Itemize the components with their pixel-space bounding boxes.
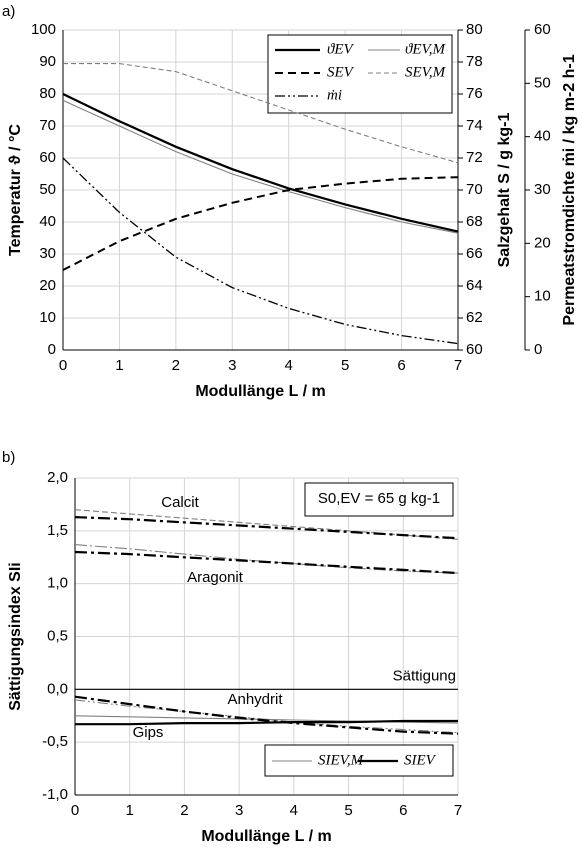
- x-tick-label: 1: [115, 357, 123, 374]
- x-tick-label: 4: [290, 802, 298, 819]
- y3-tick-label: 30: [534, 181, 551, 198]
- y-axis-title: Permeatstromdichte ṁi / kg m-2 h-1: [561, 54, 578, 325]
- reference-label: Sättigung: [393, 667, 456, 684]
- y-tick-label: 60: [39, 149, 56, 166]
- panel-label: a): [2, 3, 15, 20]
- y2-tick-label: 72: [466, 149, 483, 166]
- x-tick-label: 0: [59, 357, 67, 374]
- y2-tick-label: 78: [466, 53, 483, 70]
- y3-tick-label: 40: [534, 128, 551, 145]
- line-series: [62, 99, 459, 234]
- x-tick-label: 2: [172, 357, 180, 374]
- y2-tick-label: 66: [466, 245, 483, 262]
- y3-tick-label: 0: [534, 341, 542, 358]
- y3-tick-label: 20: [534, 234, 551, 251]
- legend-label: SEV,M: [405, 64, 447, 80]
- x-axis-title: Modullänge L / m: [195, 383, 325, 400]
- note: S0,EV = 65 g kg-1: [318, 490, 440, 507]
- x-tick-label: 3: [228, 357, 236, 374]
- line-series: [74, 695, 459, 735]
- note-box: [304, 482, 454, 517]
- panel-label: b): [2, 449, 15, 466]
- y-tick-label: -1,0: [42, 786, 68, 803]
- line-series: [62, 157, 459, 345]
- y-tick-label: 80: [39, 85, 56, 102]
- x-tick-label: 2: [180, 802, 188, 819]
- legend-label: SIEV: [404, 752, 437, 768]
- x-axis-title: Modullänge L / m: [201, 828, 331, 845]
- y2-tick-label: 80: [466, 21, 483, 38]
- y-tick-label: 70: [39, 117, 56, 134]
- y2-tick-label: 62: [466, 309, 483, 326]
- legend-label: SIEV,M: [318, 752, 365, 768]
- y-axis-title: Salzgehalt S / g kg-1: [496, 113, 513, 268]
- y3-tick-label: 60: [534, 21, 551, 38]
- annotation: Gips: [133, 724, 164, 741]
- line-series: [63, 63, 459, 164]
- y3-tick-label: 50: [534, 74, 551, 91]
- x-tick-label: 0: [71, 802, 79, 819]
- legend-label: ϑEV: [327, 41, 355, 57]
- x-tick-label: 3: [235, 802, 243, 819]
- y2-tick-label: 74: [466, 117, 483, 134]
- y-tick-label: 40: [39, 213, 56, 230]
- line-series: [74, 516, 459, 540]
- y2-tick-label: 70: [466, 181, 483, 198]
- x-tick-label: 5: [344, 802, 352, 819]
- y-tick-label: 0,0: [47, 680, 68, 697]
- x-tick-label: 7: [454, 357, 462, 374]
- annotation: Aragonit: [187, 569, 244, 586]
- annotation: Calcit: [161, 494, 199, 511]
- y2-tick-label: 64: [466, 277, 483, 294]
- line-series: [62, 93, 459, 233]
- y2-tick-label: 60: [466, 341, 483, 358]
- x-tick-label: 5: [341, 357, 349, 374]
- line-series: [62, 176, 459, 271]
- legend-label: SEV: [327, 64, 355, 80]
- y-tick-label: 2,0: [47, 469, 68, 486]
- y-tick-label: 30: [39, 245, 56, 262]
- y-tick-label: 20: [39, 277, 56, 294]
- line-series: [74, 550, 459, 575]
- line-series: [74, 509, 459, 540]
- line-series: [75, 719, 458, 726]
- y3-tick-label: 10: [534, 288, 551, 305]
- x-tick-label: 6: [397, 357, 405, 374]
- y2-tick-label: 68: [466, 213, 483, 230]
- legend-label: ϑEV,M: [405, 41, 447, 57]
- y-axis-title: Sättigungsindex SIi: [7, 562, 24, 710]
- legend-label: ṁi: [327, 87, 342, 103]
- y-tick-label: 0: [48, 341, 56, 358]
- y-tick-label: 100: [31, 21, 56, 38]
- y-axis-title: Temperatur ϑ / °C: [7, 124, 24, 256]
- y-tick-label: 50: [39, 181, 56, 198]
- x-tick-label: 6: [399, 802, 407, 819]
- y-tick-label: 0,5: [47, 627, 68, 644]
- y-tick-label: 10: [39, 309, 56, 326]
- y-tick-label: 1,0: [47, 575, 68, 592]
- y-tick-label: 90: [39, 53, 56, 70]
- x-tick-label: 4: [285, 357, 293, 374]
- annotation: Anhydrit: [227, 691, 283, 708]
- y2-tick-label: 76: [466, 85, 483, 102]
- y-tick-label: 1,5: [47, 522, 68, 539]
- y-tick-label: -0,5: [42, 733, 68, 750]
- line-series: [74, 544, 459, 574]
- x-tick-label: 7: [454, 802, 462, 819]
- legend-box: [267, 34, 453, 114]
- x-tick-label: 1: [126, 802, 134, 819]
